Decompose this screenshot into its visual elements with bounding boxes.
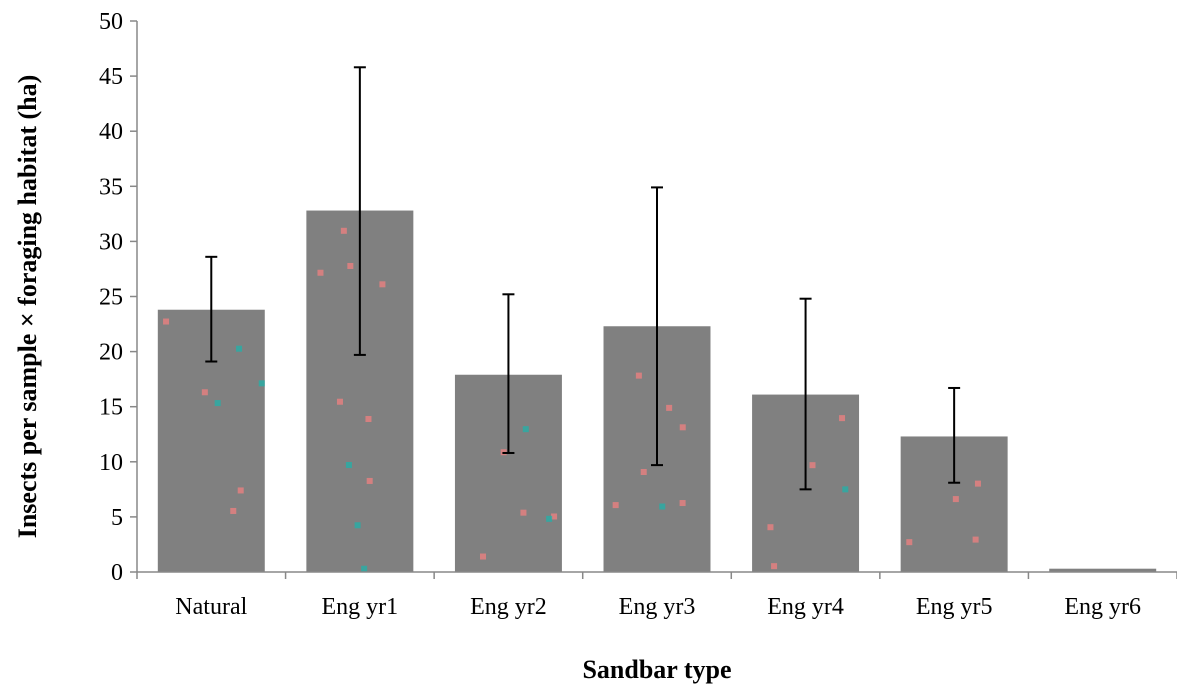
bar-speckle — [230, 507, 237, 514]
bar-speckle — [640, 468, 647, 475]
axes-group — [130, 20, 1177, 579]
error-bars-group — [205, 66, 961, 491]
x-tick-label: Natural — [175, 594, 247, 620]
bar-speckle — [809, 462, 816, 469]
bar-speckle — [679, 424, 686, 431]
y-tick-label: 35 — [99, 174, 123, 200]
bar-speckle — [952, 496, 959, 503]
bar-speckle — [163, 318, 170, 325]
bar-speckle — [520, 509, 527, 516]
bar-speckle — [201, 389, 208, 396]
bar-speckle — [347, 262, 354, 269]
bar-speckle — [317, 269, 324, 276]
bar-speckle — [366, 477, 373, 484]
y-tick-label: 25 — [99, 285, 123, 311]
bar-speckle — [345, 461, 352, 468]
bar-speckle — [767, 524, 774, 531]
y-tick-label: 20 — [99, 340, 123, 366]
bar-speckle — [258, 380, 265, 387]
y-tick-label: 30 — [99, 229, 123, 255]
bar-speckle — [522, 426, 529, 433]
bar-speckle — [354, 522, 361, 529]
bar-speckle — [679, 500, 686, 507]
bar-speckle — [214, 400, 221, 407]
bar-speckle — [480, 553, 487, 560]
bar-speckle — [551, 513, 558, 520]
bar-speckle — [659, 503, 666, 510]
x-tick-labels: Natural Eng yr1 Eng yr2 Eng yr3 Eng yr4 Eng y… — [175, 594, 1141, 620]
bar-speckle — [340, 227, 347, 234]
bar-speckle — [972, 536, 979, 543]
bar-speckle — [771, 563, 778, 570]
y-tick-label: 40 — [99, 119, 123, 145]
x-axis-title: Sandbar type — [582, 655, 731, 684]
bar-speckle — [974, 480, 981, 487]
x-tick-label: Eng yr2 — [470, 594, 547, 620]
x-tick-label: Eng yr5 — [916, 594, 993, 620]
bar-speckle — [612, 502, 619, 509]
y-tick-label: 5 — [111, 505, 123, 531]
bar-speckle — [236, 345, 243, 352]
y-tick-labels: 0 5 10 15 20 25 30 35 40 45 50 — [99, 9, 123, 586]
bar-speckle — [906, 539, 913, 546]
x-tick-label: Eng yr4 — [767, 594, 844, 620]
bar-speckle — [842, 486, 849, 493]
y-tick-label: 45 — [99, 64, 123, 90]
bar-speckle — [546, 515, 553, 522]
bar-speckle — [379, 281, 386, 288]
y-tick-label: 10 — [99, 450, 123, 476]
y-tick-label: 50 — [99, 9, 123, 35]
y-tick-label: 15 — [99, 395, 123, 421]
x-tick-label: Eng yr6 — [1064, 594, 1141, 620]
bar-speckle — [237, 487, 244, 494]
bar-speckle — [336, 398, 343, 405]
x-tick-label: Eng yr1 — [322, 594, 399, 620]
bar-speckle — [361, 565, 368, 572]
bar-7 — [1049, 568, 1157, 572]
bar-speckle — [365, 415, 372, 422]
bar-speckle — [635, 372, 642, 379]
y-tick-label: 0 — [111, 560, 123, 586]
bar-speckle — [666, 404, 673, 411]
bar-speckle — [839, 415, 846, 422]
x-tick-label: Eng yr3 — [619, 594, 696, 620]
y-axis-title: Insects per sample × foraging habitat (h… — [13, 75, 42, 539]
